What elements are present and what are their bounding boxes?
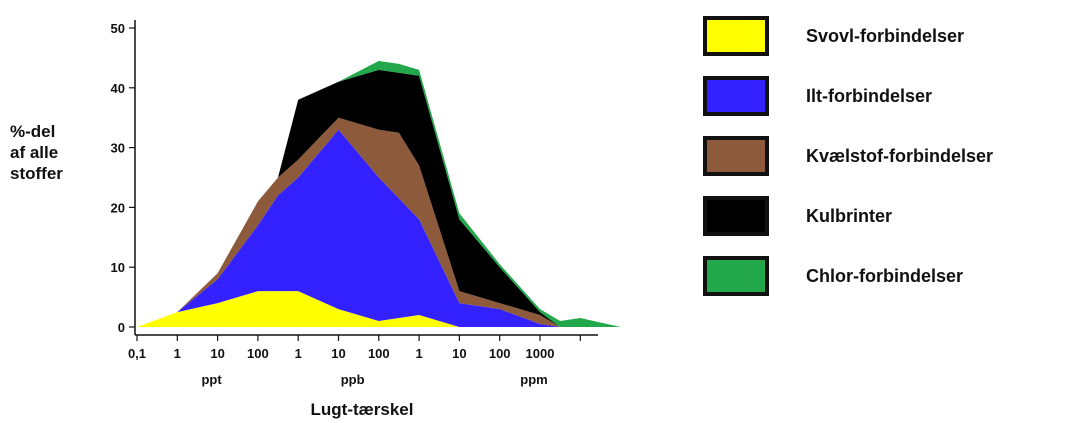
- x-tick-label: 1000: [526, 346, 555, 361]
- y-axis-title-line: stoffer: [10, 164, 63, 183]
- y-tick-label: 20: [111, 200, 125, 215]
- y-tick-label: 0: [118, 320, 125, 335]
- x-tick-label: 1: [415, 346, 422, 361]
- legend-swatch: [703, 136, 769, 176]
- x-tick-label: 100: [368, 346, 390, 361]
- legend-item: Svovl-forbindelser: [703, 16, 1073, 76]
- legend-label: Ilt-forbindelser: [806, 86, 933, 106]
- legend-swatch: [703, 16, 769, 56]
- legend: Svovl-forbindelser Ilt-forbindelser Kvælst…: [703, 16, 1073, 316]
- x-unit-label: ppt: [201, 372, 222, 387]
- x-unit-label: ppb: [341, 372, 365, 387]
- x-tick-label: 10: [452, 346, 466, 361]
- area-ilt-forbindelser: [137, 129, 621, 327]
- area-kvælstof-forbindelser: [137, 117, 621, 327]
- area-kulbrinter: [137, 69, 621, 328]
- y-tick-label: 10: [111, 260, 125, 275]
- y-tick-label: 40: [111, 81, 125, 96]
- x-ticks: 0,1 1 10 100 1 10 100 1 10 100 1000: [128, 335, 581, 361]
- x-tick-label: 10: [210, 346, 224, 361]
- y-tick-label: 30: [111, 141, 125, 156]
- legend-item: Kulbrinter: [703, 196, 1073, 256]
- legend-label: Kvælstof-forbindelser: [806, 146, 994, 166]
- x-axis-title: Lugt-tærskel: [311, 400, 414, 419]
- y-tick-label: 50: [111, 21, 125, 36]
- y-axis-title-line: af alle: [10, 143, 58, 162]
- x-tick-label: 1: [295, 346, 302, 361]
- x-unit-labels: ppt ppb ppm: [201, 372, 547, 387]
- area-layers: [137, 60, 621, 328]
- legend-label: Svovl-forbindelser: [806, 26, 965, 46]
- legend-label: Kulbrinter: [806, 206, 893, 226]
- area-svovl-forbindelser: [137, 291, 621, 327]
- x-tick-label: 100: [247, 346, 269, 361]
- legend-item: Ilt-forbindelser: [703, 76, 1073, 136]
- x-tick-label: 100: [489, 346, 511, 361]
- y-ticks: 0 10 20 30 40 50: [111, 21, 135, 335]
- y-axis-title: %-del af alle stoffer: [10, 122, 63, 183]
- legend-item: Chlor-forbindelser: [703, 256, 1073, 316]
- y-axis-title-line: %-del: [10, 122, 55, 141]
- legend-item: Kvælstof-forbindelser: [703, 136, 1073, 196]
- legend-swatch: [703, 256, 769, 296]
- x-tick-label: 1: [174, 346, 181, 361]
- x-unit-label: ppm: [520, 372, 547, 387]
- legend-swatch: [703, 76, 769, 116]
- x-tick-label: 10: [331, 346, 345, 361]
- axes: [134, 20, 598, 336]
- legend-label: Chlor-forbindelser: [806, 266, 964, 286]
- legend-swatch: [703, 196, 769, 236]
- x-tick-label: 0,1: [128, 346, 146, 361]
